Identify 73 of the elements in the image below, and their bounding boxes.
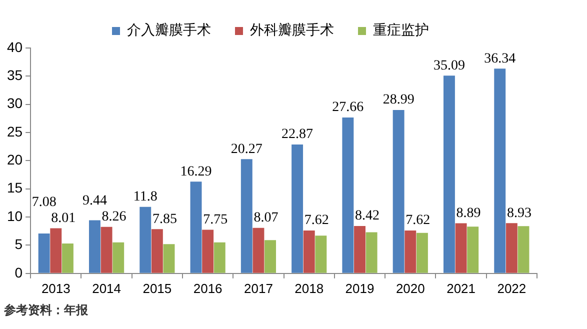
bar [240,159,252,273]
bar [264,240,276,273]
x-tick-label: 2015 [142,280,172,296]
bar [50,228,62,273]
data-label: 8.07 [254,210,278,226]
bar [38,234,50,273]
bar [354,226,366,273]
x-tick-label: 2019 [345,280,374,296]
bar [202,230,214,273]
data-label: 7.62 [406,213,430,228]
x-tick-label: 2022 [497,280,526,296]
y-tick-label: 40 [6,38,23,55]
bar [163,244,175,273]
data-label: 28.99 [382,92,414,108]
data-label: 11.8 [133,190,158,205]
data-label: 36.34 [484,51,516,66]
bar [140,206,152,273]
data-label: 9.44 [82,194,107,209]
data-label: 8.93 [506,206,532,221]
x-tick-label: 2013 [41,280,70,296]
x-tick-label: 2018 [294,280,324,296]
data-label: 8.26 [102,210,126,225]
bar [494,68,506,273]
bar [112,242,124,273]
y-tick-label: 25 [6,123,23,140]
data-label: 7.85 [152,212,177,227]
bar [467,226,479,273]
bar [392,110,404,273]
bar [292,144,304,273]
bar [100,226,112,273]
bar [342,118,354,273]
bar [443,76,455,273]
x-tick-label: 2016 [193,280,222,296]
y-tick-label: 35 [6,67,23,84]
bar [62,244,74,273]
bar [303,230,315,273]
bar [315,236,327,273]
bar [455,223,467,273]
bar [416,232,428,273]
x-tick-label: 2017 [244,280,273,296]
legend-label: 外科瓣膜手术 [250,22,334,39]
bar [506,223,518,273]
y-tick-label: 20 [6,152,23,168]
y-tick-label: 10 [6,208,23,224]
bar [518,226,530,273]
legend-label: 重症监护 [373,22,429,39]
data-label: 7.62 [304,213,329,228]
bar [252,228,264,273]
data-label: 8.42 [355,208,380,224]
text: 参考资料：年报 [4,302,88,319]
data-label: 7.08 [32,194,56,210]
x-tick-label: 2014 [92,280,121,296]
data-label: 22.87 [282,127,314,142]
x-tick-label: 2020 [396,280,425,296]
bar [190,182,202,273]
data-label: 20.27 [230,142,262,157]
y-tick-label: 30 [6,95,23,112]
data-label: 35.09 [433,58,465,74]
bar [366,232,378,273]
data-label: 8.01 [51,210,76,226]
data-label: 7.75 [203,212,228,228]
legend-label: 介入瓣膜手术 [127,22,211,39]
data-label: 27.66 [332,100,364,116]
bar [151,229,163,273]
bar [88,220,100,273]
data-label: 16.29 [180,164,212,180]
y-tick-label: 5 [14,236,23,252]
x-tick-label: 2021 [446,280,476,296]
bar [404,230,416,273]
bar [214,242,226,273]
y-tick-label: 0 [14,264,23,280]
data-label: 8.89 [456,206,481,221]
y-tick-label: 15 [6,180,23,196]
